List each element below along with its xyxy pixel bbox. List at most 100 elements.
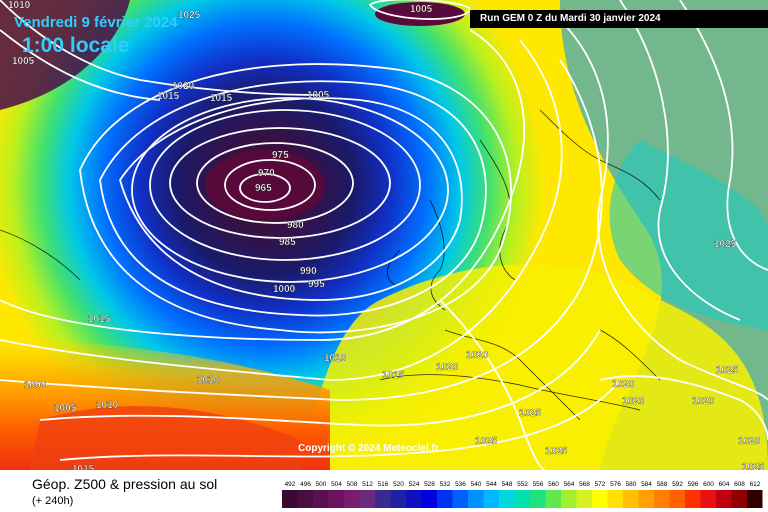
pressure-label: 1020 — [622, 396, 645, 407]
pressure-label: 1025 — [545, 446, 568, 457]
pressure-label: 1025 — [714, 239, 737, 250]
legend-tick-label: 572 — [595, 481, 606, 488]
legend-tick-label: 516 — [378, 481, 389, 488]
pressure-label: 1020 — [436, 362, 459, 373]
pressure-label: 1020 — [738, 436, 761, 447]
legend-tick-label: 512 — [362, 481, 373, 488]
legend-color-swatch — [514, 490, 530, 508]
legend-tick-label: 576 — [610, 481, 621, 488]
pressure-label: 1025 — [742, 462, 765, 470]
legend-color-swatch — [421, 490, 437, 508]
legend-tick-label: 580 — [626, 481, 637, 488]
legend-tick-label: 532 — [440, 481, 451, 488]
legend-color-swatch — [561, 490, 577, 508]
pressure-label: 1020 — [466, 350, 489, 361]
legend-color-swatch — [390, 490, 406, 508]
pressure-label: 985 — [279, 237, 296, 248]
legend-color-swatch — [344, 490, 360, 508]
pressure-label: 965 — [255, 183, 272, 194]
legend-color-swatch — [623, 490, 639, 508]
legend-tick-label: 508 — [347, 481, 358, 488]
pressure-label: 1020 — [612, 379, 635, 390]
pressure-label: 1020 — [692, 396, 715, 407]
map-title: Géop. Z500 & pression au sol — [32, 476, 218, 492]
pressure-label: 1015 — [157, 91, 180, 102]
pressure-label: 1000 — [273, 284, 296, 295]
pressure-label: 1015 — [382, 370, 405, 381]
legend-tick-label: 612 — [750, 481, 761, 488]
legend-color-swatch — [731, 490, 747, 508]
legend-color-swatch — [468, 490, 484, 508]
legend-color-swatch — [499, 490, 515, 508]
legend-color-swatch — [669, 490, 685, 508]
legend-color-swatch — [685, 490, 701, 508]
legend-tick-label: 564 — [564, 481, 575, 488]
legend-tick-label: 548 — [502, 481, 513, 488]
legend-tick-label: 592 — [672, 481, 683, 488]
legend-color-swatch — [638, 490, 654, 508]
legend-color-swatch — [716, 490, 732, 508]
legend-tick-label: 556 — [533, 481, 544, 488]
legend-tick-label: 536 — [455, 481, 466, 488]
pressure-label: 1005 — [12, 56, 35, 67]
legend-color-swatch — [375, 490, 391, 508]
legend-tick-label: 500 — [316, 481, 327, 488]
pressure-label: 1005 — [54, 403, 77, 414]
pressure-label: 1010 — [96, 400, 119, 411]
pressure-label: 1015 — [72, 464, 95, 470]
pressure-label: 975 — [272, 150, 289, 161]
legend-color-swatch — [483, 490, 499, 508]
legend-color-swatch — [359, 490, 375, 508]
pressure-label: 1005 — [307, 90, 330, 101]
pressure-label: 1010 — [324, 353, 347, 364]
pressure-label: 1025 — [519, 408, 542, 419]
legend-color-swatch — [328, 490, 344, 508]
legend-color-swatch — [282, 490, 298, 508]
pressure-label: 990 — [300, 266, 317, 277]
legend-tick-label: 496 — [300, 481, 311, 488]
pressure-label: 1000 — [24, 380, 47, 391]
legend-color-swatch — [297, 490, 313, 508]
legend-color-swatch — [700, 490, 716, 508]
pressure-label: 1025 — [178, 10, 201, 21]
legend-color-swatch — [747, 490, 763, 508]
pressure-label: 1010 — [8, 0, 31, 11]
legend-color-swatch — [452, 490, 468, 508]
forecast-time: 1:00 locale — [22, 34, 130, 57]
model-run-label: Run GEM 0 Z du Mardi 30 janvier 2024 — [470, 10, 768, 28]
legend-tick-label: 600 — [703, 481, 714, 488]
legend-tick-label: 528 — [424, 481, 435, 488]
legend-tick-label: 492 — [285, 481, 296, 488]
legend-color-swatch — [313, 490, 329, 508]
legend-color-swatch — [437, 490, 453, 508]
legend-tick-label: 540 — [471, 481, 482, 488]
legend-color-swatch — [576, 490, 592, 508]
pressure-label: 1020 — [172, 81, 195, 92]
legend-tick-label: 560 — [548, 481, 559, 488]
forecast-date: Vendredi 9 février 2024 — [14, 14, 178, 31]
weather-map: 1010 1025 1005 1005 1020 1015 1015 1005 … — [0, 0, 768, 470]
pressure-label: 1015 — [88, 314, 111, 325]
legend-tick-label: 552 — [517, 481, 528, 488]
legend-color-swatch — [545, 490, 561, 508]
pressure-label: 970 — [258, 168, 275, 179]
pressure-label: 1025 — [716, 365, 739, 376]
color-scale-legend: 492 496 500 504 508 512 516 520 524 528 532 536 540 5… — [282, 481, 763, 508]
legend-tick-label: 584 — [641, 481, 652, 488]
legend-tick-label: 520 — [393, 481, 404, 488]
legend-color-swatch — [592, 490, 608, 508]
pressure-label: 1010 — [197, 375, 220, 386]
legend-color-swatch — [530, 490, 546, 508]
pressure-label: 980 — [287, 220, 304, 231]
legend-tick-label: 504 — [331, 481, 342, 488]
legend-tick-label: 544 — [486, 481, 497, 488]
legend-tick-label: 588 — [657, 481, 668, 488]
legend-color-swatch — [654, 490, 670, 508]
pressure-label: 1015 — [210, 93, 233, 104]
legend-color-swatch — [607, 490, 623, 508]
forecast-range: (+ 240h) — [32, 495, 74, 507]
legend-tick-label: 604 — [719, 481, 730, 488]
pressure-label: 995 — [308, 279, 325, 290]
pressure-label: 1025 — [475, 436, 498, 447]
legend-tick-label: 524 — [409, 481, 420, 488]
